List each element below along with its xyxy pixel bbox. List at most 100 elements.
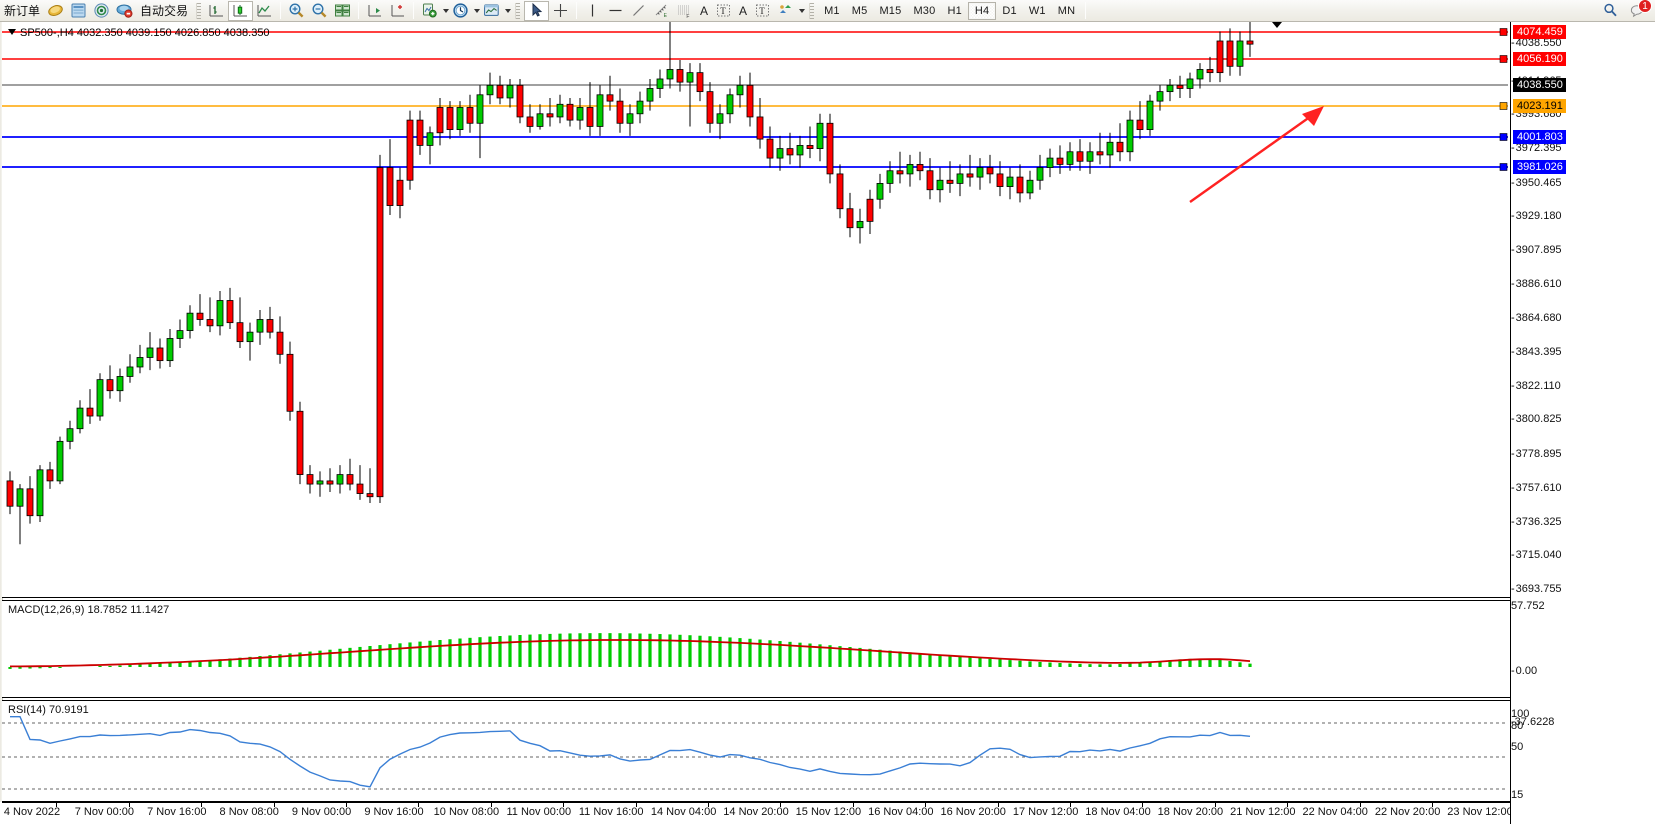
candle [166, 338, 174, 362]
objects-icon[interactable] [774, 1, 797, 21]
timeframe-m5[interactable]: M5 [851, 4, 868, 17]
candle [976, 167, 984, 178]
candle [336, 474, 344, 485]
time-label: 14 Nov 20:00 [723, 806, 789, 818]
objects-dropdown-caret[interactable] [799, 8, 806, 13]
candlestick-chart-icon[interactable] [228, 0, 254, 21]
candle [1196, 69, 1204, 80]
autotrading-button[interactable]: 自动交易 [140, 4, 189, 18]
indicators-dropdown-caret[interactable] [443, 8, 450, 13]
auto-scroll-icon[interactable] [386, 1, 409, 21]
templates-dropdown-caret[interactable] [505, 8, 512, 13]
candle [496, 84, 504, 99]
horizontal-line-icon[interactable] [604, 1, 627, 21]
text-icon[interactable]: A [700, 3, 709, 18]
candle [576, 107, 584, 121]
timeframe-m1[interactable]: M1 [824, 4, 840, 17]
candle [1026, 179, 1034, 194]
search-icon[interactable] [1599, 1, 1622, 21]
candle [1106, 141, 1114, 156]
elliott-wave-icon[interactable]: E [650, 1, 673, 21]
candle [796, 145, 804, 156]
autotrading-icon[interactable] [113, 1, 136, 21]
fibonacci-icon[interactable]: F [673, 1, 696, 21]
rsi-tick: 100 [1511, 708, 1530, 720]
line-chart-icon[interactable] [253, 1, 276, 21]
price-level-badge[interactable]: 4038.550 [1513, 78, 1566, 92]
candle [636, 100, 644, 115]
macd-indicator-chart [8, 633, 1252, 669]
timeframe-d1[interactable]: D1 [1002, 4, 1017, 17]
timeframe-w1[interactable]: W1 [1028, 4, 1046, 17]
price-level-badge[interactable]: 4074.459 [1513, 25, 1566, 39]
chart-collapse-icon[interactable] [8, 29, 16, 35]
macd-bar [218, 659, 222, 667]
periods-icon[interactable] [449, 1, 472, 21]
toolbar-grip-3[interactable] [809, 2, 815, 19]
timeframe-m15[interactable]: M15 [879, 4, 902, 17]
main-toolbar: 新订单 自动交易 [0, 0, 1655, 22]
new-order-button[interactable]: 新订单 [4, 4, 41, 18]
macd-bar [688, 635, 692, 667]
candle [256, 319, 264, 333]
trendline-icon[interactable] [627, 1, 650, 21]
timeframe-h4[interactable]: H4 [967, 1, 997, 20]
rsi-pane[interactable]: RSI(14) 70.9191 [2, 700, 1655, 802]
macd-bar [418, 641, 422, 667]
price-level-badge[interactable]: 4056.190 [1513, 52, 1566, 66]
terminal-icon[interactable] [44, 1, 67, 21]
candle [1136, 119, 1144, 131]
cursor-icon[interactable] [524, 0, 550, 21]
notification-icon[interactable]: 1 [1626, 0, 1652, 21]
price-tick: -3693.755 [1511, 582, 1562, 595]
templates-icon[interactable] [480, 1, 503, 21]
chart-area[interactable]: SP500-,H4 4032.350 4039.150 4026.850 403… [0, 22, 1655, 824]
price-tick: -3715.040 [1511, 549, 1562, 562]
candle [116, 376, 124, 392]
navigator-icon[interactable] [90, 1, 113, 21]
vertical-line-icon[interactable] [581, 1, 604, 21]
timeframe-m30[interactable]: M30 [913, 4, 936, 17]
time-tick [780, 802, 782, 807]
macd-bar [208, 660, 212, 667]
crosshair-icon[interactable] [549, 1, 572, 21]
candle [426, 132, 434, 146]
candle [876, 183, 884, 200]
zoom-out-icon[interactable] [308, 1, 331, 21]
price-level-badge[interactable]: 3981.026 [1513, 160, 1566, 174]
bar-chart-icon[interactable] [205, 1, 228, 21]
timeframe-mn[interactable]: MN [1057, 4, 1076, 17]
svg-text:E: E [664, 13, 668, 19]
timeframe-h1[interactable]: H1 [947, 4, 962, 17]
candle [736, 84, 744, 96]
text-icon-2[interactable]: A [739, 3, 748, 18]
macd-bar [528, 634, 532, 667]
price-level-badge[interactable]: 4001.803 [1513, 130, 1566, 144]
candle [1056, 157, 1064, 165]
text-label-icon[interactable]: T [712, 1, 735, 21]
price-level-badge[interactable]: 4023.191 [1513, 99, 1566, 113]
toolbar-grip[interactable] [196, 2, 202, 19]
price-axis[interactable]: -4038.550-4014.965-3993.680-3972.395-395… [1510, 22, 1655, 824]
chart-shift-icon[interactable] [363, 1, 386, 21]
macd-bar [278, 654, 282, 667]
macd-bar [1248, 663, 1252, 667]
periods-dropdown-caret[interactable] [474, 8, 481, 13]
candle [886, 170, 894, 184]
svg-text:F: F [686, 14, 689, 19]
price-tick: -3843.395 [1511, 346, 1562, 359]
tile-windows-icon[interactable] [331, 1, 354, 21]
data-window-icon[interactable] [67, 1, 90, 21]
toolbar-grip-2[interactable] [515, 2, 521, 19]
time-label: 14 Nov 04:00 [650, 806, 717, 818]
zoom-in-icon[interactable] [285, 1, 308, 21]
macd-pane[interactable]: MACD(12,26,9) 18.7852 11.1427 [2, 600, 1655, 698]
time-tick [1359, 802, 1361, 807]
candle [686, 72, 694, 83]
candle [246, 331, 254, 343]
price-pane[interactable]: SP500-,H4 4032.350 4039.150 4026.850 403… [2, 22, 1655, 598]
indicators-icon[interactable] [418, 1, 441, 21]
macd-bar [128, 665, 132, 667]
candle [906, 164, 914, 175]
text-label-icon-2[interactable]: T [751, 1, 774, 21]
